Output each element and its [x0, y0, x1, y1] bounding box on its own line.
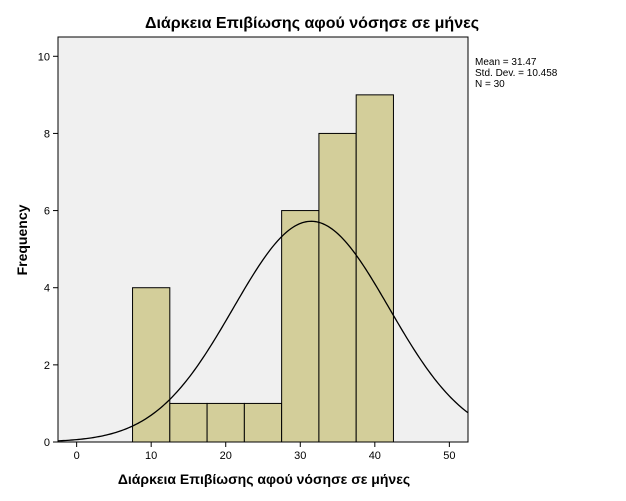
x-tick-label: 0	[74, 450, 80, 462]
y-tick-label: 10	[38, 51, 50, 63]
histogram-bar	[243, 402, 283, 443]
stats-box: Mean = 31.47 Std. Dev. = 10.458 N = 30	[475, 57, 558, 90]
x-tick-label: 50	[443, 450, 455, 462]
stats-std-dev: Std. Dev. = 10.458	[475, 68, 558, 79]
stats-n: N = 30	[475, 79, 505, 90]
stats-mean: Mean = 31.47	[475, 57, 537, 68]
x-axis-label: Διάρκεια Επιβίωσης αφού νόσησε σε μήνες	[118, 471, 410, 487]
histogram-bar	[206, 402, 245, 443]
bars-group	[132, 94, 394, 443]
x-tick-label: 40	[369, 450, 381, 462]
x-tick-label: 10	[145, 450, 157, 462]
histogram-bar	[132, 287, 171, 443]
y-tick-label: 0	[44, 437, 50, 449]
y-tick-label: 6	[44, 206, 50, 218]
y-tick-label: 2	[44, 360, 50, 372]
normal-curve	[57, 220, 469, 442]
y-axis-label: Frequency	[14, 204, 30, 275]
histogram-bar	[355, 94, 394, 443]
x-tick-label: 20	[220, 450, 232, 462]
plot-area	[57, 36, 469, 443]
histogram-bar	[281, 210, 320, 443]
histogram-bar	[318, 132, 357, 443]
x-tick-label: 30	[294, 450, 306, 462]
y-axis: 0 2 4 6 8 10	[38, 51, 58, 449]
y-tick-label: 4	[44, 283, 50, 295]
x-axis: 0 10 20 30 40 50	[74, 442, 455, 462]
histogram-bar	[169, 402, 208, 443]
y-tick-label: 8	[44, 128, 50, 140]
chart-title: Διάρκεια Επιβίωσης αφού νόσησε σε μήνες	[145, 15, 479, 32]
